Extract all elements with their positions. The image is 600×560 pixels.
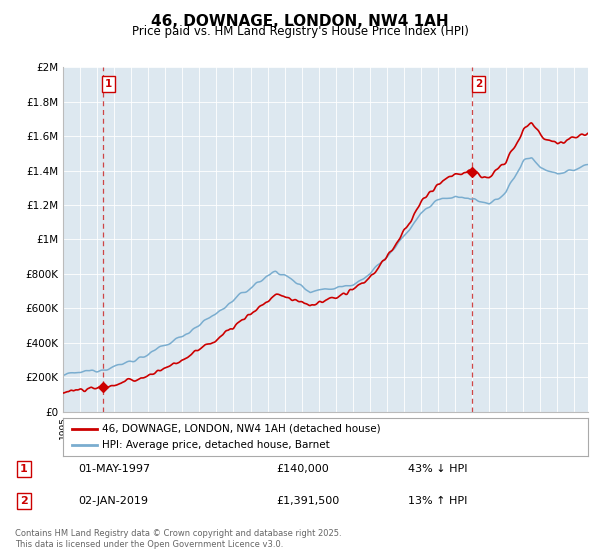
Text: 1: 1 bbox=[105, 80, 113, 89]
Text: HPI: Average price, detached house, Barnet: HPI: Average price, detached house, Barn… bbox=[103, 440, 330, 450]
Text: £1,391,500: £1,391,500 bbox=[276, 496, 339, 506]
Text: £140,000: £140,000 bbox=[276, 464, 329, 474]
Text: 46, DOWNAGE, LONDON, NW4 1AH (detached house): 46, DOWNAGE, LONDON, NW4 1AH (detached h… bbox=[103, 423, 381, 433]
Text: 2: 2 bbox=[475, 80, 482, 89]
Text: 43% ↓ HPI: 43% ↓ HPI bbox=[408, 464, 467, 474]
Point bbox=[98, 383, 107, 392]
Text: Price paid vs. HM Land Registry's House Price Index (HPI): Price paid vs. HM Land Registry's House … bbox=[131, 25, 469, 38]
Text: 46, DOWNAGE, LONDON, NW4 1AH: 46, DOWNAGE, LONDON, NW4 1AH bbox=[151, 14, 449, 29]
Text: 13% ↑ HPI: 13% ↑ HPI bbox=[408, 496, 467, 506]
Text: 01-MAY-1997: 01-MAY-1997 bbox=[78, 464, 150, 474]
Text: Contains HM Land Registry data © Crown copyright and database right 2025.
This d: Contains HM Land Registry data © Crown c… bbox=[15, 529, 341, 549]
Text: 2: 2 bbox=[20, 496, 28, 506]
Text: 1: 1 bbox=[20, 464, 28, 474]
Point bbox=[467, 167, 477, 176]
Text: 02-JAN-2019: 02-JAN-2019 bbox=[78, 496, 148, 506]
